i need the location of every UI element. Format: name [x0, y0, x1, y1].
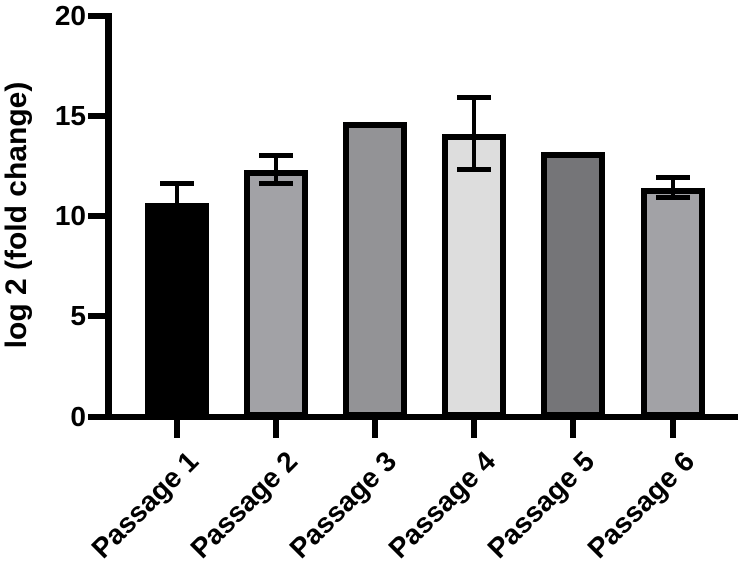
x-tick-label: Passage 5: [481, 445, 601, 565]
bar-passage-1: [144, 202, 209, 419]
x-tick: [272, 419, 279, 438]
error-bar-line: [472, 97, 477, 170]
y-tick-label: 15: [54, 99, 86, 131]
y-tick: [88, 112, 105, 119]
y-tick: [88, 12, 105, 19]
error-bar-line: [670, 177, 675, 198]
y-tick-label: 0: [70, 400, 86, 432]
x-tick: [669, 419, 676, 438]
y-tick-label: 10: [54, 200, 86, 231]
error-bar-cap-bottom: [457, 167, 492, 173]
x-tick: [173, 419, 180, 438]
error-bar-cap-bottom: [159, 219, 194, 225]
y-tick-label: 5: [70, 300, 86, 332]
y-tick: [88, 213, 105, 219]
bar-passage-6: [640, 187, 705, 419]
bar-passage-4: [442, 133, 507, 419]
y-tick-label: 20: [54, 0, 86, 31]
error-bar-cap-top: [655, 175, 690, 181]
error-bar-cap-bottom: [258, 181, 293, 187]
bar-passage-3: [342, 121, 407, 419]
x-tick: [471, 419, 478, 438]
error-bar-cap-top: [159, 181, 194, 187]
error-bar-line: [174, 183, 179, 222]
bar-passage-2: [243, 169, 308, 419]
error-bar-line: [273, 155, 278, 184]
x-tick-label: Passage 4: [382, 445, 502, 565]
x-tick: [371, 419, 378, 438]
x-tick-label: Passage 1: [84, 445, 204, 565]
x-tick-label: Passage 2: [184, 445, 303, 565]
y-tick: [88, 413, 105, 420]
x-axis-line: [105, 413, 738, 420]
error-bar-cap-top: [258, 153, 293, 159]
x-tick-label: Passage 3: [283, 445, 403, 565]
y-tick: [88, 313, 105, 320]
x-tick-label: Passage 6: [580, 445, 700, 565]
error-bar-cap-bottom: [655, 195, 690, 201]
x-tick: [570, 419, 577, 438]
y-axis-line: [105, 12, 112, 420]
error-bar-cap-top: [457, 95, 492, 101]
y-axis-title: log 2 (fold change): [0, 81, 33, 349]
bar-passage-5: [541, 151, 606, 419]
